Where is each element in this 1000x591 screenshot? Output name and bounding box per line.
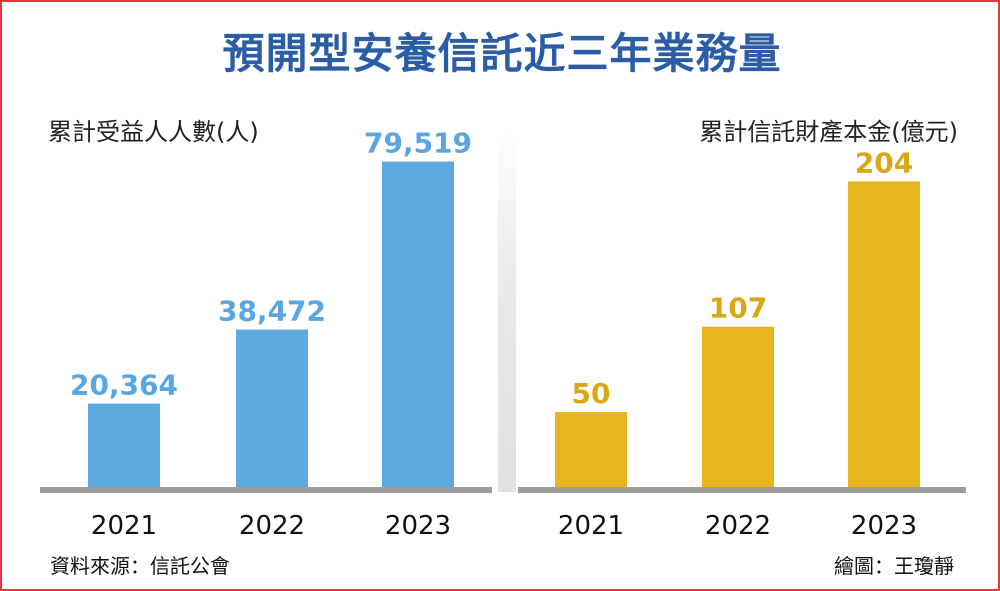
left-value-label-2023: 79,519 (364, 127, 472, 160)
left-value-label-2022: 38,472 (218, 295, 326, 328)
graphic-credit: 繪圖：王瓊靜 (834, 554, 954, 578)
right-bar-2022 (702, 326, 774, 487)
right-x-tick-2022: 2022 (705, 511, 771, 541)
right-value-label-2021: 50 (572, 377, 611, 410)
center-divider (498, 132, 516, 492)
right-x-tick-2023: 2023 (851, 511, 917, 541)
source-note: 資料來源：信託公會 (50, 554, 230, 578)
right-chart-title: 累計信託財產本金(億元) (699, 118, 958, 146)
right-bar-2021 (555, 412, 627, 487)
page-title: 預開型安養信託近三年業務量 (222, 29, 782, 78)
left-baseline (40, 487, 492, 493)
right-bar-2023 (848, 181, 920, 488)
right-baseline (518, 487, 966, 493)
left-x-tick-2021: 2021 (91, 511, 157, 541)
right-x-tick-2021: 2021 (558, 511, 624, 541)
left-value-label-2021: 20,364 (70, 369, 178, 402)
right-value-label-2023: 204 (855, 146, 913, 179)
left-chart-title: 累計受益人人數(人) (48, 118, 259, 146)
left-x-tick-2022: 2022 (239, 511, 305, 541)
left-bar-2022 (236, 329, 308, 487)
left-x-tick-2023: 2023 (385, 511, 451, 541)
left-bar-2023 (382, 161, 454, 487)
right-value-label-2022: 107 (709, 292, 767, 325)
left-bar-2021 (88, 403, 160, 487)
